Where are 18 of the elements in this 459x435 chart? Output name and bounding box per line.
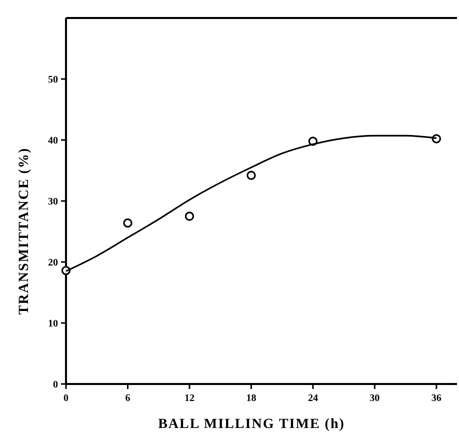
point — [246, 170, 256, 180]
y-tick-label: 50 — [48, 74, 58, 86]
x-tick-label: 30 — [370, 393, 380, 404]
point — [184, 212, 194, 221]
y-tick-label: 10 — [48, 318, 58, 330]
y-tick-label: 30 — [48, 196, 58, 208]
y-tick-label: 20 — [48, 258, 58, 268]
y-tick-label: 0 — [53, 380, 58, 390]
x-tick-label: 24 — [308, 393, 318, 404]
x-tick-label: 6 — [125, 393, 130, 404]
x-tick-label: 18 — [246, 393, 256, 404]
x-tick-label: 36 — [431, 393, 442, 404]
x-axis-title: BALL MILLING TIME (h) — [158, 417, 345, 432]
x-tick-label: 0 — [64, 393, 68, 404]
y-tick-label: 40 — [48, 136, 58, 146]
point — [123, 218, 132, 228]
y-axis-title: TRANSMITTANCE (%) — [17, 147, 32, 315]
x-tick-label: 12 — [184, 393, 194, 404]
